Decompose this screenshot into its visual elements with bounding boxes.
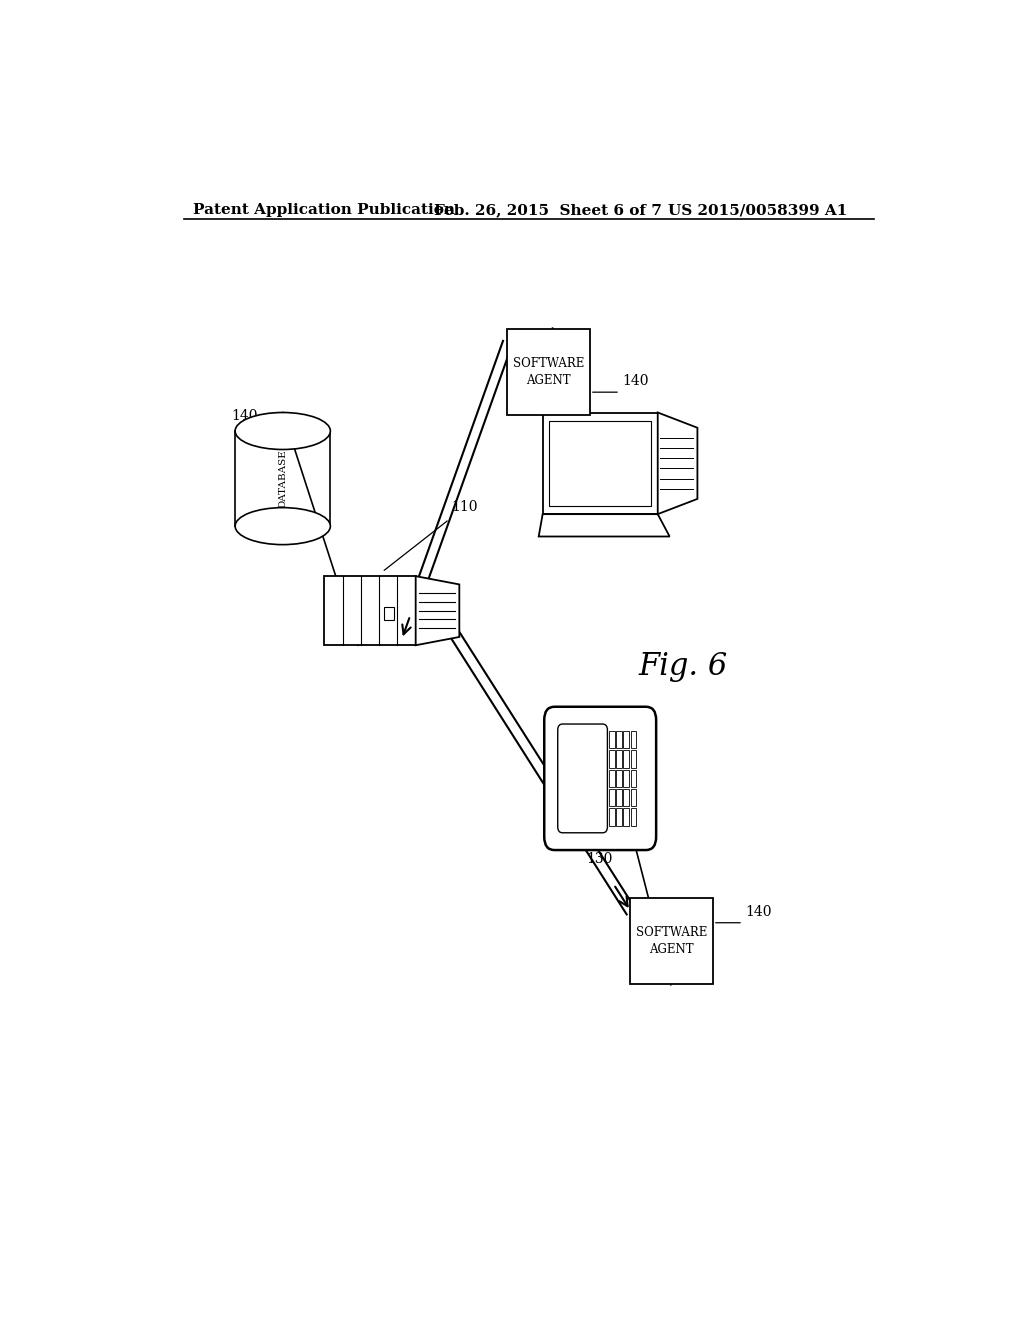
Bar bbox=[631, 731, 636, 748]
Text: DATABASE: DATABASE bbox=[279, 449, 288, 508]
Text: SOFTWARE
AGENT: SOFTWARE AGENT bbox=[636, 927, 708, 956]
Bar bbox=[609, 808, 614, 826]
Text: 140: 140 bbox=[231, 409, 258, 422]
Bar bbox=[624, 751, 629, 768]
FancyBboxPatch shape bbox=[549, 421, 651, 506]
Text: 140: 140 bbox=[745, 904, 772, 919]
Bar bbox=[616, 808, 622, 826]
Text: Feb. 26, 2015  Sheet 6 of 7: Feb. 26, 2015 Sheet 6 of 7 bbox=[433, 203, 662, 216]
Ellipse shape bbox=[236, 508, 331, 545]
Bar bbox=[609, 789, 614, 807]
Bar bbox=[631, 751, 636, 768]
FancyBboxPatch shape bbox=[544, 706, 656, 850]
Bar bbox=[624, 789, 629, 807]
Text: 130: 130 bbox=[553, 391, 579, 404]
FancyBboxPatch shape bbox=[543, 412, 657, 515]
Bar bbox=[616, 731, 622, 748]
Bar bbox=[616, 789, 622, 807]
Text: Fig. 6: Fig. 6 bbox=[639, 651, 728, 682]
Polygon shape bbox=[416, 576, 460, 645]
Bar bbox=[616, 770, 622, 787]
Bar bbox=[616, 751, 622, 768]
Bar bbox=[384, 607, 394, 620]
Polygon shape bbox=[539, 515, 670, 536]
FancyBboxPatch shape bbox=[630, 898, 714, 985]
Bar bbox=[609, 751, 614, 768]
Bar bbox=[631, 770, 636, 787]
FancyBboxPatch shape bbox=[558, 725, 607, 833]
Bar bbox=[631, 808, 636, 826]
Text: 140: 140 bbox=[623, 374, 649, 388]
Bar bbox=[624, 731, 629, 748]
Text: 110: 110 bbox=[451, 500, 477, 515]
Bar bbox=[624, 808, 629, 826]
Bar bbox=[609, 770, 614, 787]
FancyBboxPatch shape bbox=[325, 576, 416, 645]
FancyBboxPatch shape bbox=[507, 329, 590, 414]
Bar bbox=[609, 731, 614, 748]
Bar bbox=[631, 789, 636, 807]
Text: SOFTWARE
AGENT: SOFTWARE AGENT bbox=[513, 356, 585, 387]
Text: 130: 130 bbox=[586, 851, 612, 866]
Polygon shape bbox=[657, 412, 697, 515]
Ellipse shape bbox=[236, 412, 331, 450]
Bar bbox=[624, 770, 629, 787]
Text: US 2015/0058399 A1: US 2015/0058399 A1 bbox=[668, 203, 847, 216]
Text: Patent Application Publication: Patent Application Publication bbox=[194, 203, 455, 216]
